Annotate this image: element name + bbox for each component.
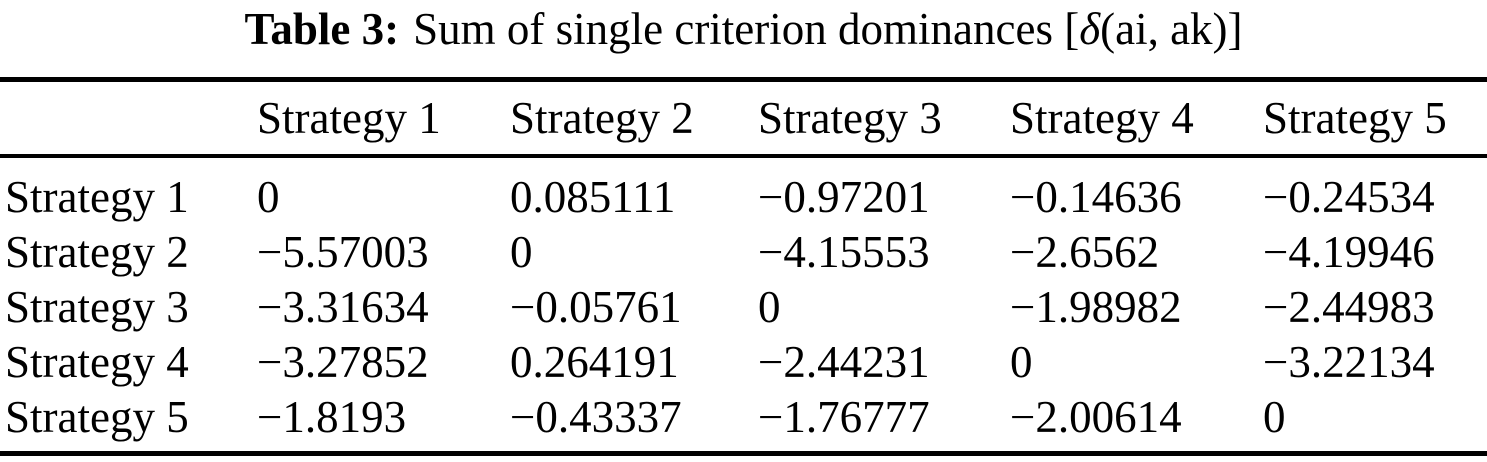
caption-text-prefix: Sum of single criterion dominances [ <box>413 4 1080 54</box>
column-header-empty <box>0 79 257 158</box>
table-row-strategy-3: Strategy 3 −3.31634 −0.05761 0 −1.98982 … <box>0 280 1487 335</box>
table-row-strategy-4: Strategy 4 −3.27852 0.264191 −2.44231 0 … <box>0 335 1487 390</box>
table-cell: −1.76777 <box>758 391 930 442</box>
column-header-strategy-4: Strategy 4 <box>1010 79 1263 158</box>
table-cell: −1.98982 <box>1010 281 1182 332</box>
table-cell: 0.085111 <box>510 171 676 222</box>
table-cell: −2.44231 <box>758 336 930 387</box>
table-cell: −0.05761 <box>510 281 682 332</box>
table-cell: −4.19946 <box>1263 226 1435 277</box>
row-label: Strategy 3 <box>5 281 189 332</box>
dominance-matrix-table: Strategy 1 Strategy 2 Strategy 3 Strateg… <box>0 76 1487 456</box>
table-cell: 0 <box>1263 391 1286 442</box>
table-caption: Table 3: Sum of single criterion dominanc… <box>0 0 1487 56</box>
table-cell: 0 <box>257 171 280 222</box>
table-cell: −0.97201 <box>758 171 930 222</box>
table-cell: −3.31634 <box>257 281 429 332</box>
table-cell: −3.27852 <box>257 336 429 387</box>
table-row-strategy-5: Strategy 5 −1.8193 −0.43337 −1.76777 −2.… <box>0 390 1487 454</box>
table-cell: 0 <box>758 281 781 332</box>
row-label: Strategy 5 <box>5 391 189 442</box>
table-cell: 0 <box>510 226 533 277</box>
row-label: Strategy 2 <box>5 226 189 277</box>
delta-symbol: δ <box>1079 4 1101 54</box>
table-caption-text: Sum of single criterion dominances [δ(ai… <box>413 4 1242 54</box>
column-header-strategy-5: Strategy 5 <box>1263 79 1487 158</box>
table-cell: −3.22134 <box>1263 336 1435 387</box>
column-header-strategy-3: Strategy 3 <box>758 79 1010 158</box>
table-cell: −2.6562 <box>1010 226 1160 277</box>
table-cell: −1.8193 <box>257 391 407 442</box>
table-cell: −2.44983 <box>1263 281 1435 332</box>
table-caption-label: Table 3: <box>244 4 400 54</box>
table-cell: −0.14636 <box>1010 171 1182 222</box>
column-header-strategy-2: Strategy 2 <box>510 79 758 158</box>
table-cell: 0 <box>1010 336 1033 387</box>
table-cell: −4.15553 <box>758 226 930 277</box>
table-cell: −5.57003 <box>257 226 429 277</box>
row-label: Strategy 4 <box>5 336 189 387</box>
column-header-strategy-1: Strategy 1 <box>257 79 510 158</box>
table-row-strategy-1: Strategy 1 0 0.085111 −0.97201 −0.14636 … <box>0 156 1487 225</box>
row-label: Strategy 1 <box>5 171 189 222</box>
table-header-row: Strategy 1 Strategy 2 Strategy 3 Strateg… <box>0 79 1487 158</box>
table-cell: −0.24534 <box>1263 171 1435 222</box>
table-cell: −2.00614 <box>1010 391 1182 442</box>
table-row-strategy-2: Strategy 2 −5.57003 0 −4.15553 −2.6562 −… <box>0 225 1487 280</box>
table-cell: −0.43337 <box>510 391 682 442</box>
caption-text-suffix: (ai, ak)] <box>1100 4 1243 54</box>
table-cell: 0.264191 <box>510 336 679 387</box>
